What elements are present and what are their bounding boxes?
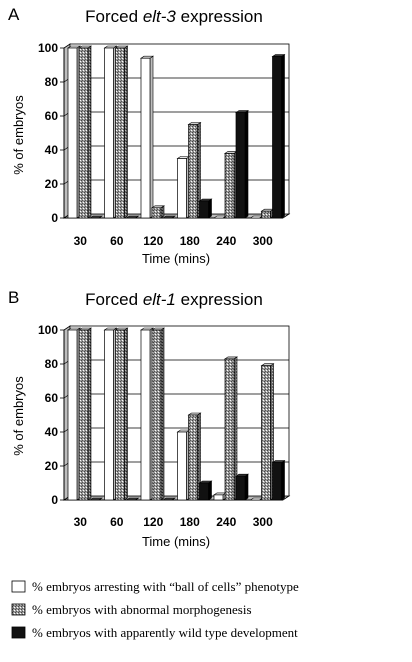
legend-swatch [11, 603, 26, 616]
bar-wild [235, 473, 249, 501]
bar-wild [198, 480, 213, 501]
x-tick-label: 180 [180, 234, 200, 248]
bar-ball [103, 45, 118, 219]
y-tick-label: 40 [45, 425, 59, 439]
x-axis-label: Time (mins) [142, 534, 210, 549]
x-axis-label: Time (mins) [142, 251, 210, 266]
bar-ball [67, 45, 81, 219]
panel-letter: B [8, 288, 19, 307]
bar-abnormal [187, 121, 202, 219]
bar-ball [140, 55, 154, 219]
bar-abnormal [260, 363, 275, 501]
bar-abnormal [260, 208, 275, 219]
y-tick-label: 80 [45, 357, 59, 371]
legend: % embryos arresting with “ball of cells”… [11, 579, 299, 640]
bar-abnormal [78, 45, 92, 219]
x-tick-label: 240 [216, 515, 236, 529]
bar-wild [198, 198, 213, 219]
bar-wild [162, 215, 176, 219]
x-tick-label: 180 [180, 515, 200, 529]
legend-swatch [11, 626, 26, 639]
y-axis-label: % of embryos [11, 95, 26, 175]
y-tick-label: 60 [45, 109, 59, 123]
legend-item-wild: % embryos with apparently wild type deve… [11, 625, 298, 640]
bar-wild [162, 497, 176, 501]
bar-wild [125, 215, 140, 219]
y-tick-label: 60 [45, 391, 59, 405]
bar-abnormal [187, 412, 202, 501]
legend-label: % embryos with abnormal morphogenesis [32, 602, 252, 617]
bar-abnormal [78, 327, 92, 501]
y-tick-label: 0 [51, 211, 58, 225]
legend-item-abnormal: % embryos with abnormal morphogenesis [11, 602, 252, 617]
legend-label: % embryos arresting with “ball of cells”… [32, 579, 299, 594]
bar-wild [89, 215, 103, 219]
bar-ball [140, 327, 154, 501]
bar-wild [271, 53, 286, 219]
x-tick-label: 300 [253, 515, 273, 529]
bar-wild [125, 497, 140, 501]
bar-abnormal [151, 205, 165, 219]
legend-item-ball: % embryos arresting with “ball of cells”… [11, 579, 299, 594]
bar-ball [67, 327, 81, 501]
bar-ball [103, 327, 118, 501]
y-tick-label: 0 [51, 493, 58, 507]
bar-abnormal [224, 150, 238, 219]
chart-panel-a: A Forced elt-3 expression 0 20 40 60 80 100 30 60… [8, 5, 291, 266]
y-tick-label: 20 [45, 177, 59, 191]
x-tick-label: 120 [143, 234, 163, 248]
bar-wild [271, 460, 286, 501]
chart-title: Forced elt-3 expression [85, 7, 263, 26]
x-tick-label: 30 [74, 515, 88, 529]
y-tick-label: 20 [45, 459, 59, 473]
x-tick-label: 30 [74, 234, 88, 248]
panel-letter: A [8, 5, 20, 24]
y-tick-label: 100 [38, 41, 58, 55]
x-tick-label: 60 [110, 234, 124, 248]
bar-ball [176, 429, 191, 501]
x-tick-label: 240 [216, 234, 236, 248]
bar-abnormal [224, 356, 238, 501]
y-tick-label: 40 [45, 143, 59, 157]
y-tick-label: 100 [38, 323, 58, 337]
bar-wild [235, 110, 249, 219]
bar-ball [213, 492, 227, 501]
legend-label: % embryos with apparently wild type deve… [32, 625, 298, 640]
y-tick-label: 80 [45, 75, 59, 89]
chart-title: Forced elt-1 expression [85, 290, 263, 309]
legend-swatch [11, 580, 26, 593]
y-axis-label: % of embryos [11, 376, 26, 456]
bar-abnormal [114, 327, 129, 501]
bar-abnormal [151, 327, 165, 501]
bar-abnormal [114, 45, 129, 219]
x-tick-label: 120 [143, 515, 163, 529]
x-tick-label: 60 [110, 515, 124, 529]
x-tick-label: 300 [253, 234, 273, 248]
bar-wild [89, 497, 103, 501]
bar-ball [176, 155, 191, 219]
chart-panel-b: B Forced elt-1 expression 0 20 40 60 80 100 30 60… [8, 288, 291, 549]
